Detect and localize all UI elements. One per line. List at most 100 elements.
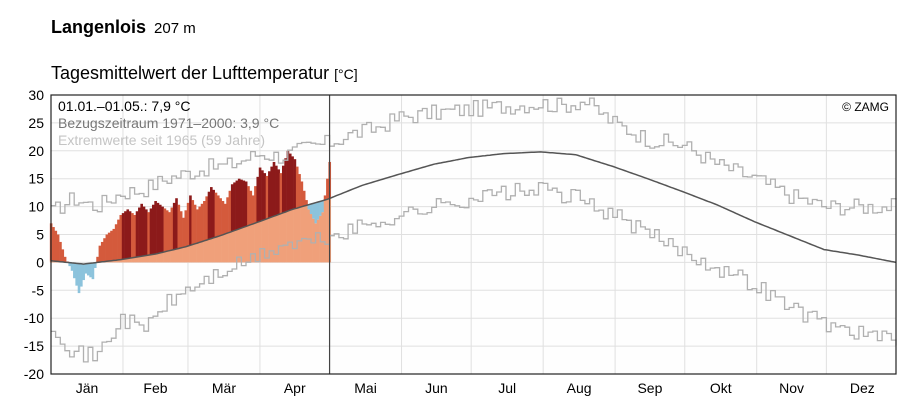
legend-normal: Bezugszeitraum 1971–2000: 3,9 °C: [58, 115, 279, 131]
bar-warm-anomaly: [240, 179, 243, 229]
bar-warm-anomaly: [221, 201, 225, 235]
bar-normal-base: [288, 210, 292, 263]
bar-warm-anomaly: [52, 227, 55, 261]
bar-normal-base: [177, 248, 181, 263]
x-tick-label: Mär: [212, 380, 236, 396]
bar-warm-anomaly: [193, 204, 197, 244]
bar-warm-anomaly: [305, 200, 308, 206]
bar-warm-anomaly: [114, 224, 118, 261]
bar-normal-base: [237, 228, 241, 263]
bar-warm-anomaly: [191, 200, 195, 245]
bar-normal-base: [117, 259, 120, 263]
x-tick-label: Dez: [850, 380, 875, 396]
bar-warm-anomaly: [182, 217, 185, 248]
bar-warm-anomaly: [277, 169, 280, 215]
y-tick-label: 0: [36, 254, 44, 270]
bar-normal-base: [205, 240, 208, 263]
bar-normal-base: [300, 206, 304, 263]
axes: 30 25 20 15 10 5 0 -5 -10 -15 -20 Jän Feb Mär Apr Mai Ju…: [24, 87, 875, 396]
bar-normal-base: [261, 220, 264, 263]
bar-warm-anomaly: [196, 209, 199, 244]
bar-warm-anomaly: [237, 178, 241, 229]
bar-normal-base: [219, 235, 222, 263]
y-tick-label: 25: [28, 115, 44, 131]
bar-normal-base: [182, 247, 185, 263]
bar-warm-anomaly: [254, 186, 257, 224]
x-tick-label: Okt: [710, 380, 732, 396]
bar-normal-base: [119, 259, 123, 263]
bar-normal-base: [254, 223, 257, 263]
bar-cold-anomaly: [319, 201, 322, 216]
bar-warm-anomaly: [300, 181, 304, 207]
bar-warm-anomaly: [251, 195, 255, 224]
bar-normal-base: [207, 239, 211, 263]
bar-cold-anomaly: [68, 262, 72, 267]
bar-warm-anomaly: [200, 203, 204, 242]
bar-cold-anomaly: [89, 263, 92, 278]
extreme-min-line: [51, 182, 897, 363]
x-tick-label: Mai: [354, 380, 377, 396]
bar-normal-base: [140, 256, 143, 263]
bar-warm-anomaly: [145, 209, 148, 256]
bar-warm-anomaly: [163, 208, 167, 252]
bar-warm-anomaly: [168, 212, 171, 251]
chart-title: Tagesmittelwert der Lufttemperatur [°C]: [51, 63, 358, 84]
bar-normal-base: [172, 249, 176, 263]
anomaly-bars: [49, 150, 332, 294]
bar-normal-base: [161, 252, 164, 263]
bar-warm-anomaly: [235, 180, 239, 230]
x-tick-label: Feb: [143, 380, 167, 396]
bar-warm-anomaly: [149, 208, 153, 255]
bar-warm-anomaly: [59, 241, 62, 262]
bar-normal-base: [228, 232, 232, 263]
extreme-max-line: [51, 97, 897, 216]
bar-warm-anomaly: [138, 207, 141, 257]
bar-warm-anomaly: [293, 159, 297, 209]
bar-normal-base: [270, 217, 273, 263]
bar-normal-base: [163, 251, 167, 263]
bar-normal-base: [309, 214, 313, 263]
bar-normal-base: [158, 252, 162, 263]
bar-warm-anomaly: [110, 230, 113, 261]
bar-warm-anomaly: [154, 201, 157, 255]
credit-label: © ZAMG: [842, 100, 889, 114]
bar-warm-anomaly: [281, 165, 285, 213]
bar-warm-anomaly: [156, 202, 160, 254]
bar-warm-anomaly: [56, 234, 60, 262]
bar-warm-anomaly: [131, 213, 134, 258]
x-tick-label: Aug: [567, 380, 592, 396]
bar-normal-base: [281, 212, 285, 263]
y-tick-label: -5: [32, 282, 45, 298]
station-name: Langenlois: [51, 17, 147, 37]
bar-normal-base: [268, 217, 271, 263]
bar-normal-base: [212, 237, 215, 263]
bar-normal-base: [147, 255, 150, 263]
bar-normal-base: [170, 250, 174, 263]
bar-warm-anomaly: [158, 204, 162, 253]
bar-normal-base: [240, 228, 243, 263]
bar-normal-base: [149, 254, 153, 263]
station-elevation: 207 m: [154, 20, 196, 37]
bar-normal-base: [298, 207, 301, 263]
bar-cold-anomaly: [314, 202, 318, 224]
bar-warm-anomaly: [177, 204, 181, 249]
x-tick-label: Jul: [498, 380, 516, 396]
bar-normal-base: [223, 233, 227, 263]
bar-normal-base: [291, 209, 294, 263]
bar-warm-anomaly: [205, 196, 208, 241]
bar-normal-base: [256, 222, 260, 263]
bar-normal-base: [191, 244, 195, 263]
bar-warm-anomaly: [228, 190, 232, 233]
bar-normal-base: [249, 224, 253, 263]
bar-normal-base: [203, 240, 206, 263]
bar-warm-anomaly: [261, 170, 264, 221]
bar-warm-anomaly: [54, 230, 58, 262]
bar-warm-anomaly: [142, 206, 146, 256]
bar-normal-base: [145, 255, 148, 263]
bar-cold-anomaly: [75, 263, 78, 286]
normal-line: [50, 151, 897, 265]
bar-warm-anomaly: [226, 197, 229, 234]
bar-normal-base: [247, 225, 250, 263]
bar-cold-anomaly: [307, 204, 311, 210]
